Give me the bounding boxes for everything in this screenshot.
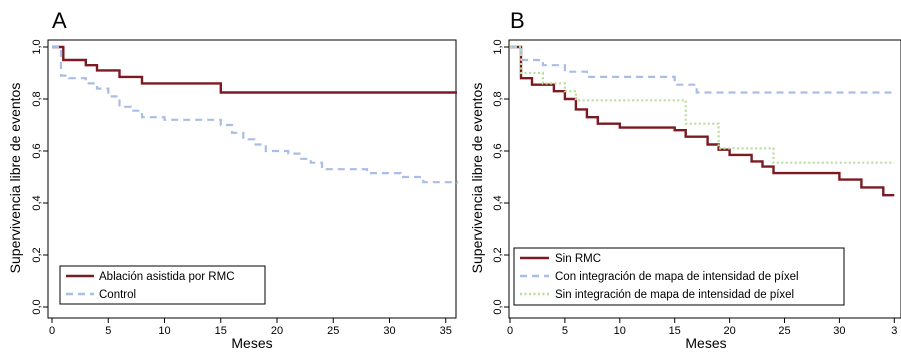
legend-label-sin-integracion: Sin integración de mapa de intensidad de… <box>555 289 794 301</box>
legend-label-con-integracion: Con integración de mapa de intensidad de… <box>555 271 799 283</box>
ticks-a: 0 5 10 15 20 25 30 35 0,0 0,2 0,4 0,6 0,8 1,0 <box>31 39 452 337</box>
series-line-b-1 <box>510 45 895 94</box>
y-axis-title-a: Supervivencia libre de eventos <box>7 83 23 274</box>
y-tick-label-b-2: 0,4 <box>492 195 504 210</box>
x-tick-label-a-20: 20 <box>271 325 283 337</box>
ticks-b: 0 5 10 15 20 25 30 3 0,0 0,2 0,4 0,6 0,8 1,0 <box>492 39 897 337</box>
x-tick-label-a-15: 15 <box>215 325 227 337</box>
y-tick-label-a-0: 0,0 <box>31 299 43 314</box>
y-tick-label-a-1: 0,2 <box>31 247 43 262</box>
y-tick-label-a-5: 1,0 <box>31 39 43 54</box>
legend-a: Ablación asistida por RMC Control <box>59 265 266 305</box>
y-axis-title-b: Supervivencia libre de eventos <box>469 83 485 274</box>
x-tick-label-b-35: 3 <box>891 325 897 337</box>
x-tick-label-b-25: 25 <box>778 325 790 337</box>
x-axis-title-b: Meses <box>685 335 726 351</box>
y-tick-label-a-4: 0,8 <box>31 91 43 106</box>
x-tick-label-a-35: 35 <box>440 325 452 337</box>
panel-a: A 0 5 10 15 20 25 30 35 0,0 0,2 0,4 0,6 0,8 1,0 Meses… <box>7 8 459 351</box>
y-tick-label-b-0: 0,0 <box>492 299 504 314</box>
plot-frame-b <box>508 39 901 319</box>
x-tick-label-a-5: 5 <box>105 325 111 337</box>
legend-label-ablacion: Ablación asistida por RMC <box>99 271 235 283</box>
x-tick-label-a-25: 25 <box>327 325 339 337</box>
panel-letter-b: B <box>510 8 525 33</box>
x-tick-label-a-30: 30 <box>383 325 395 337</box>
legend-box-b <box>513 247 845 306</box>
panel-b: B 0 5 10 15 20 25 30 30,00,20,40,60,81,0 Meses … <box>469 8 901 351</box>
x-tick-label-b-30: 30 <box>833 325 845 337</box>
y-tick-label-b-1: 0,2 <box>492 247 504 262</box>
legend-b: Sin RMC Con integración de mapa de inten… <box>513 247 845 306</box>
series-line-b-2 <box>510 45 895 164</box>
x-tick-label-b-20: 20 <box>723 325 735 337</box>
series-b <box>510 45 895 197</box>
x-tick-label-b-5: 5 <box>562 325 568 337</box>
y-tick-label-a-2: 0,4 <box>31 195 43 210</box>
x-tick-label-b-10: 10 <box>614 325 626 337</box>
panel-letter-a: A <box>52 8 67 33</box>
x-axis-title-a: Meses <box>231 335 272 351</box>
x-tick-label-a-0: 0 <box>49 325 55 337</box>
x-tick-label-b-15: 15 <box>669 325 681 337</box>
series-a <box>52 45 459 184</box>
legend-label-control: Control <box>99 289 136 301</box>
y-tick-label-b-3: 0,6 <box>492 143 504 158</box>
y-tick-label-b-5: 1,0 <box>492 39 504 54</box>
y-tick-label-b-4: 0,8 <box>492 91 504 106</box>
y-tick-label-a-3: 0,6 <box>31 143 43 158</box>
legend-box-a <box>59 265 266 305</box>
series-line-a-0 <box>52 45 457 94</box>
x-tick-label-a-10: 10 <box>158 325 170 337</box>
legend-label-sin-rmc: Sin RMC <box>555 253 601 265</box>
series-line-b-0 <box>510 45 895 197</box>
plot-frame-a <box>47 39 457 319</box>
series-line-a-1 <box>52 45 459 184</box>
x-tick-label-b-0: 0 <box>507 325 513 337</box>
